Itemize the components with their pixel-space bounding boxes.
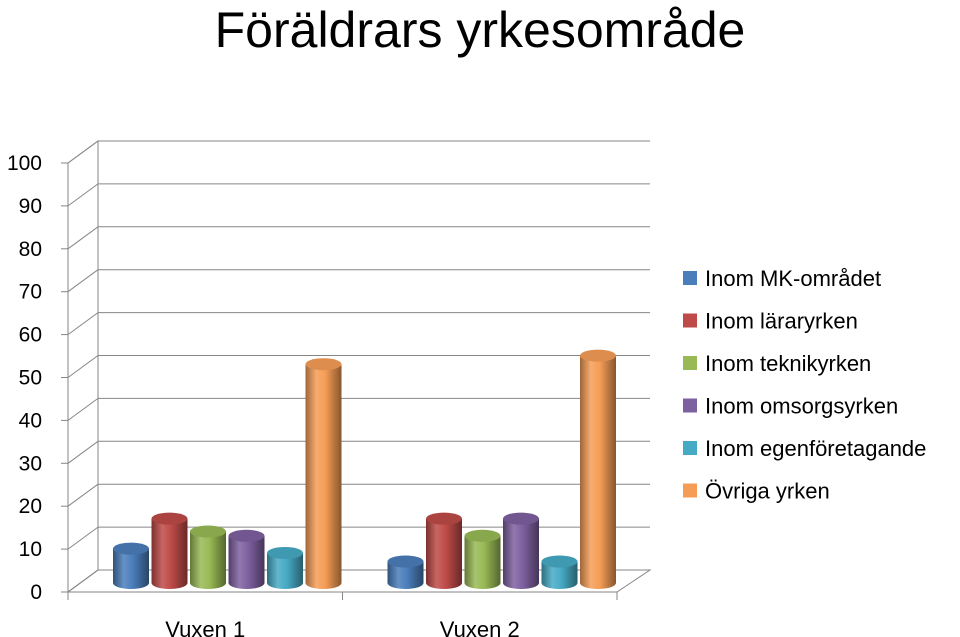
- legend-label: Inom MK-området: [705, 266, 881, 291]
- bar-body: [190, 531, 226, 589]
- bar: [228, 529, 265, 589]
- y-axis: 0 10 20 30 40 50 60 70 80 90 100: [7, 152, 69, 604]
- legend-label: Inom teknikyrken: [705, 351, 871, 376]
- bar-top: [464, 529, 501, 542]
- bar-body: [426, 518, 462, 589]
- bar-top: [151, 512, 188, 525]
- legend-label: Inom egenföretagande: [705, 436, 926, 461]
- y-tick-label: 50: [19, 367, 42, 390]
- bar: [426, 512, 462, 589]
- bar: [190, 525, 226, 589]
- legend-item: Inom omsorgsyrken: [683, 394, 898, 419]
- bar-body: [464, 535, 501, 589]
- bar: [464, 529, 501, 589]
- bar-body: [113, 548, 149, 589]
- gridline-depth: [67, 183, 99, 207]
- bar-body: [503, 518, 539, 589]
- bars: [113, 349, 616, 589]
- bar-body: [387, 561, 424, 589]
- legend-label: Inom läraryrken: [705, 309, 858, 334]
- bar: [151, 512, 188, 589]
- bar: [387, 555, 424, 589]
- bar-top: [228, 529, 265, 542]
- bar: [580, 349, 616, 589]
- legend-label: Inom omsorgsyrken: [705, 394, 898, 419]
- gridline-depth: [67, 269, 99, 293]
- legend-item: Inom egenföretagande: [683, 436, 926, 461]
- y-tick-label: 80: [19, 238, 42, 261]
- x-tick-label: Vuxen 2: [440, 617, 520, 637]
- legend-item: Övriga yrken: [683, 479, 830, 504]
- bar-top: [387, 555, 424, 568]
- bar-top: [305, 358, 342, 371]
- y-tick-label: 70: [19, 281, 42, 304]
- bar: [267, 546, 303, 589]
- y-tick-label: 90: [19, 195, 42, 218]
- bar-body: [228, 535, 265, 589]
- y-tick-label: 0: [30, 581, 42, 604]
- bar: [541, 555, 578, 589]
- bar: [113, 542, 149, 589]
- legend-item: Inom MK-området: [683, 266, 881, 291]
- y-tick-label: 30: [19, 452, 42, 475]
- legend-item: Inom teknikyrken: [683, 351, 871, 376]
- bar-top: [580, 349, 616, 362]
- y-tick-label: 100: [7, 152, 42, 175]
- x-axis: Vuxen 1 Vuxen 2: [67, 591, 618, 637]
- gridline-depth: [67, 483, 99, 507]
- bar-body: [305, 364, 342, 589]
- gridline-depth: [67, 569, 99, 593]
- legend-swatch: [683, 483, 697, 498]
- bar-top: [541, 555, 578, 568]
- gridline-depth: [67, 440, 99, 464]
- y-tick-label: 20: [19, 495, 42, 518]
- bar: [305, 358, 342, 589]
- bar-top: [267, 546, 303, 559]
- gridline-depth: [67, 312, 99, 336]
- chart-title: Föräldrars yrkesområde: [214, 2, 746, 58]
- bar-top: [190, 525, 226, 538]
- gridlines: [67, 140, 650, 593]
- bar: [503, 512, 539, 589]
- bar-body: [580, 355, 616, 589]
- legend-swatch: [683, 271, 697, 285]
- legend-item: Inom läraryrken: [683, 309, 858, 334]
- bar-body: [267, 552, 303, 589]
- legend-swatch: [683, 441, 697, 455]
- gridline-depth: [67, 355, 99, 378]
- bar-top: [113, 542, 149, 555]
- y-tick-label: 10: [19, 538, 42, 561]
- legend: Inom MK-området Inom läraryrken Inom tekni…: [683, 266, 926, 504]
- bar-body: [151, 518, 188, 589]
- legend-swatch: [683, 398, 697, 413]
- y-tick-label: 40: [19, 409, 42, 432]
- bar-body: [541, 561, 578, 589]
- bar-top: [426, 512, 462, 525]
- legend-label: Övriga yrken: [705, 479, 830, 504]
- bar-top: [503, 512, 539, 525]
- legend-swatch: [683, 313, 697, 328]
- x-tick-label: Vuxen 1: [165, 617, 245, 637]
- y-tick-label: 60: [19, 324, 42, 347]
- gridline-depth: [67, 226, 99, 250]
- gridline-depth: [67, 140, 99, 164]
- legend-swatch: [683, 356, 697, 370]
- gridline-depth: [67, 397, 99, 421]
- gridline-depth: [67, 526, 99, 550]
